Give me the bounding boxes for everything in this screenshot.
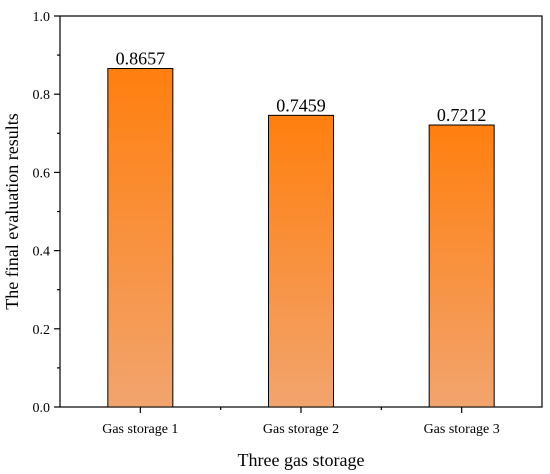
- y-tick-label: 0.8: [33, 88, 51, 103]
- y-tick-label: 0.2: [33, 323, 51, 338]
- y-axis-title: The final evaluation results: [2, 113, 22, 309]
- x-tick-label: Gas storage 3: [424, 422, 500, 437]
- y-tick-label: 0.0: [33, 401, 51, 416]
- bar: [428, 124, 495, 408]
- x-axis-title: Three gas storage: [238, 450, 365, 470]
- x-tick-label: Gas storage 1: [102, 422, 178, 437]
- bar: [268, 114, 334, 408]
- y-tick-label: 0.6: [33, 166, 51, 181]
- bar: [107, 68, 174, 408]
- bar-data-label: 0.7212: [437, 105, 487, 125]
- bar-data-label: 0.8657: [116, 49, 166, 69]
- bar-data-label: 0.7459: [276, 95, 326, 115]
- y-tick-label: 1.0: [33, 10, 51, 25]
- x-tick-label: Gas storage 2: [263, 422, 339, 437]
- y-tick-label: 0.4: [33, 245, 51, 260]
